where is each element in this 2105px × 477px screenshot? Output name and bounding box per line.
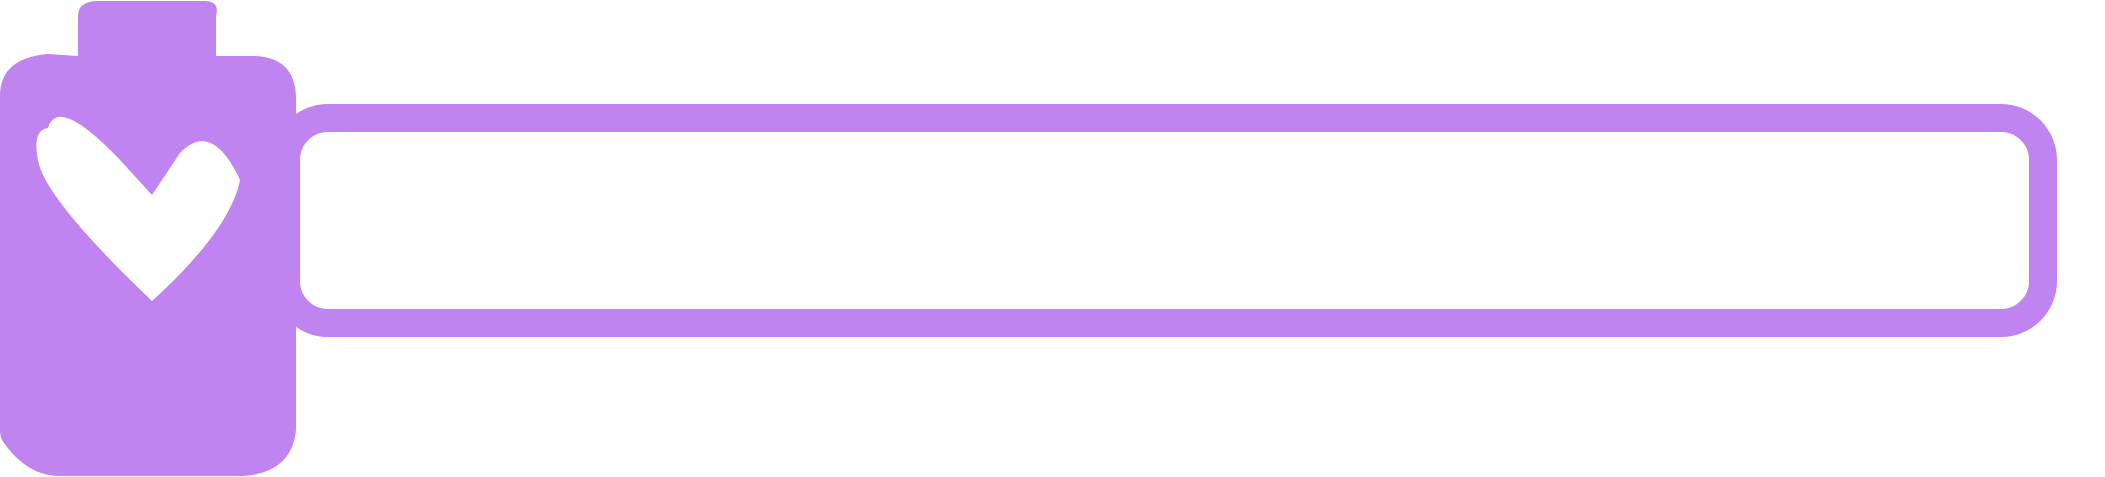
heart-icon	[36, 116, 241, 301]
health-meter-frame	[272, 104, 2057, 337]
heart-potion-bottle-icon	[0, 0, 296, 477]
bottle-svg	[0, 1, 296, 476]
health-meter-track	[300, 132, 2029, 309]
